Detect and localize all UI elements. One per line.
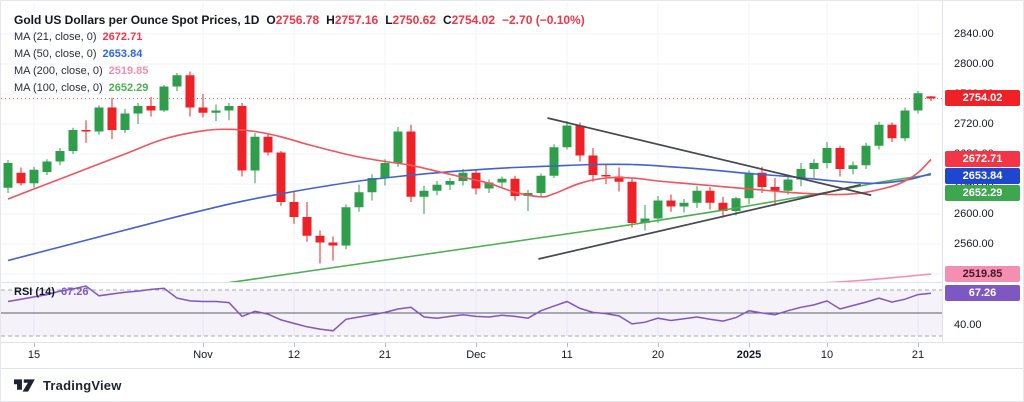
time-tick-label: 12 (287, 349, 301, 361)
change-value: −2.70 (−0.10%) (502, 13, 585, 27)
legend-ma100-row[interactable]: MA (100, close, 0) 2652.29 (14, 82, 149, 94)
overlay-ma50 (7, 163, 932, 262)
symbol-title: Gold US Dollars per Ounce Spot Prices, 1… (14, 13, 260, 27)
time-tick-mark (567, 343, 568, 347)
time-tick-label: 21 (378, 349, 392, 361)
ma21-value: 2672.71 (102, 31, 143, 43)
ma50-value: 2653.84 (102, 48, 143, 60)
grid-layer (1, 2, 942, 342)
pane-separator[interactable] (1, 282, 942, 283)
rsi-legend[interactable]: RSI (14) 67.26 (14, 286, 89, 299)
tradingview-logo-text: TradingView (43, 377, 122, 393)
ma21-badge: 2672.71 (945, 151, 1020, 168)
last-price-badge: 2754.02 (945, 90, 1020, 107)
price-tick-label: 2600.00 (954, 208, 994, 220)
legend-ma50-row[interactable]: MA (50, close, 0) 2653.84 (14, 48, 143, 60)
price-tick-label: 2840.00 (954, 28, 994, 40)
rsi-label-text: RSI (14) (14, 286, 55, 298)
time-tick-mark (203, 343, 204, 347)
price-axis[interactable]: 2840.002800.002760.002720.002680.002640.… (943, 1, 1023, 342)
trendlines-layer (538, 117, 872, 260)
ma100-badge: 2652.29 (945, 185, 1020, 202)
legend-symbol-row[interactable]: Gold US Dollars per Ounce Spot Prices, 1… (14, 12, 585, 29)
price-chart-canvas[interactable] (1, 1, 942, 342)
legend-ma21-row[interactable]: MA (21, close, 0) 2672.71 (14, 31, 143, 43)
time-tick-label: 15 (27, 349, 41, 361)
rsi-value-badge: 67.26 (945, 285, 1020, 302)
ma200-value: 2519.85 (108, 65, 149, 77)
overlay-ma21 (7, 128, 932, 200)
overlay-ma100 (227, 174, 932, 282)
time-tick-mark (658, 343, 659, 347)
time-tick-mark (476, 343, 477, 347)
price-tick-label: 2720.00 (954, 118, 994, 130)
rsi-line (7, 285, 932, 332)
time-tick-mark (827, 343, 828, 347)
ma200-badge: 2519.85 (945, 266, 1020, 282)
time-tick-label: Dec (466, 349, 486, 361)
overlay-ma200 (825, 273, 932, 282)
footer: TradingView (1, 369, 1023, 401)
chart-area: Gold US Dollars per Ounce Spot Prices, 1… (1, 1, 1023, 369)
time-axis-separator (1, 342, 1023, 343)
time-tick-mark (294, 343, 295, 347)
time-tick-label: 11 (561, 349, 573, 361)
price-tick-label: 2560.00 (954, 238, 994, 250)
legend-ma200-row[interactable]: MA (200, close, 0) 2519.85 (14, 65, 149, 77)
time-tick-mark (34, 343, 35, 347)
ma50-badge: 2653.84 (945, 168, 1020, 185)
tradingview-logo-icon (14, 378, 35, 392)
time-tick-label: 10 (820, 349, 834, 361)
time-tick-mark (918, 343, 919, 347)
time-tick-label: 21 (911, 349, 925, 361)
rsi-layer (1, 285, 942, 337)
price-axis-separator (942, 1, 943, 342)
rsi-tick-label: 40.00 (954, 318, 982, 331)
legend: Gold US Dollars per Ounce Spot Prices, 1… (14, 12, 585, 97)
ma-lines-layer (7, 128, 932, 282)
rsi-value: 67.26 (60, 286, 89, 298)
ohlc-values: O2756.78 H2757.16 L2750.62 C2754.02 (266, 13, 495, 27)
time-axis[interactable]: 15 Nov 12 21 Dec 11 20 2025 10 21 (1, 343, 1023, 368)
time-tick-mark (749, 343, 750, 347)
ma100-value: 2652.29 (108, 82, 149, 94)
time-tick-label: 20 (651, 349, 665, 361)
time-tick-label: 2025 (736, 349, 762, 361)
time-tick-label: Nov (193, 349, 213, 361)
price-tick-label: 2800.00 (954, 58, 994, 70)
tradingview-logo[interactable]: TradingView (14, 378, 122, 393)
time-tick-mark (385, 343, 386, 347)
candles-layer (3, 71, 936, 264)
